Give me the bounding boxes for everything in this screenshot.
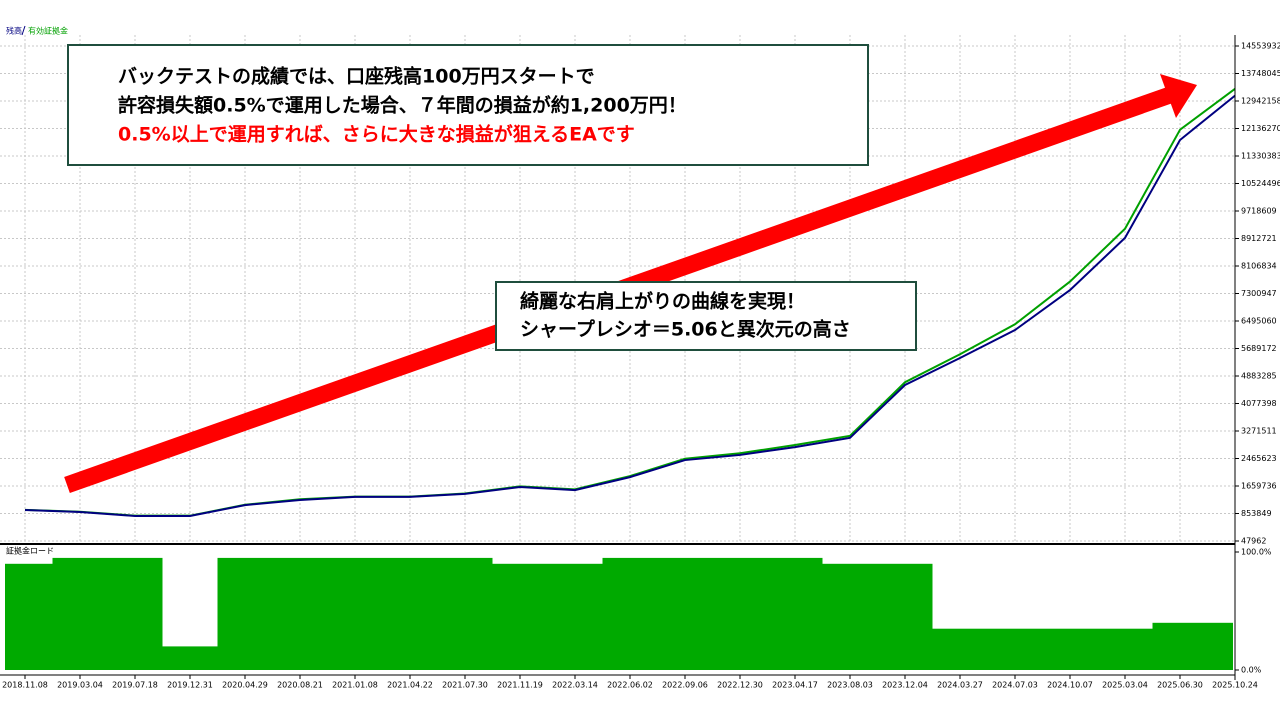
- load-bar: [272, 557, 328, 670]
- load-bar: [52, 557, 108, 670]
- y-tick-label: 5689172: [1241, 344, 1277, 353]
- x-tick-label: 2021.04.22: [387, 681, 433, 690]
- y-tick-label: 12942158: [1241, 96, 1280, 105]
- y-tick-label: 1659736: [1241, 482, 1277, 491]
- load-bar: [437, 557, 493, 670]
- load-bar: [602, 557, 658, 670]
- y-tick-label: 0.0%: [1241, 666, 1262, 675]
- x-tick-label: 2021.01.08: [332, 681, 378, 690]
- annotation-text: 許容損失額0.5%で運用した場合、７年間の損益が約1,200万円！: [118, 94, 687, 117]
- load-bar: [657, 557, 713, 670]
- x-tick-label: 2022.09.06: [662, 681, 708, 690]
- x-tick-label: 2024.03.27: [937, 681, 983, 690]
- load-bar: [712, 557, 768, 670]
- load-bar: [217, 557, 273, 670]
- annotation-text: 0.5%以上で運用すれば、さらに大きな損益が狙えるEAです: [118, 123, 635, 146]
- annotation-box: [495, 281, 917, 351]
- y-tick-label: 47962: [1241, 537, 1266, 546]
- load-bar: [547, 563, 603, 670]
- y-tick-label: 4077398: [1241, 399, 1277, 408]
- x-tick-label: 2023.08.03: [827, 681, 873, 690]
- load-bar: [1042, 628, 1098, 670]
- y-tick-label: 14553932: [1241, 42, 1280, 51]
- x-tick-label: 2025.06.30: [1157, 681, 1203, 690]
- x-tick-label: 2018.11.08: [2, 681, 48, 690]
- marks: [5, 87, 1236, 670]
- x-tick-label: 2019.07.18: [112, 681, 158, 690]
- load-bar: [382, 557, 438, 670]
- load-bar: [822, 563, 878, 670]
- y-tick-label: 11330383: [1241, 152, 1280, 161]
- x-tick-label: 2020.08.21: [277, 681, 323, 690]
- y-tick-label: 13748045: [1241, 69, 1280, 78]
- load-bar: [327, 557, 383, 670]
- load-bar: [5, 563, 53, 670]
- load-bar: [1097, 628, 1153, 670]
- x-tick-label: 2024.07.03: [992, 681, 1038, 690]
- load-bar: [767, 557, 823, 670]
- load-bar: [987, 628, 1043, 670]
- y-tick-label: 2465623: [1241, 454, 1277, 463]
- legend-separator: [21, 25, 26, 36]
- x-tick-label: 2022.06.02: [607, 681, 653, 690]
- y-tick-label: 8912721: [1241, 234, 1277, 243]
- legend-balance: 残高: [6, 26, 22, 36]
- x-tick-label: 2020.04.29: [222, 681, 268, 690]
- x-tick-label: 2025.10.24: [1212, 681, 1258, 690]
- load-bar: [877, 563, 933, 670]
- x-tick-label: 2019.03.04: [57, 681, 103, 690]
- arrow-head: [1160, 74, 1197, 118]
- x-tick-label: 2019.12.31: [167, 681, 213, 690]
- y-tick-label: 3271511: [1241, 427, 1277, 436]
- y-tick-label: 6495060: [1241, 317, 1277, 326]
- x-tick-label: 2023.12.04: [882, 681, 928, 690]
- x-tick-label: 2024.10.07: [1047, 681, 1093, 690]
- x-tick-label: 2022.12.30: [717, 681, 763, 690]
- panel-title: 証拠金ロード: [6, 546, 54, 556]
- load-bar: [492, 563, 548, 670]
- x-tick-label: 2021.11.19: [497, 681, 543, 690]
- y-tick-label: 853849: [1241, 509, 1272, 518]
- annotation-text: シャープレシオ＝5.06と異次元の高さ: [520, 318, 851, 341]
- annotations: バックテストの成績では、口座残高100万円スタートで許容損失額0.5%で運用した…: [118, 65, 851, 341]
- y-tick-label: 7300947: [1241, 289, 1277, 298]
- load-bar: [932, 628, 988, 670]
- load-bar: [162, 646, 218, 670]
- series-line: [24, 94, 1236, 518]
- y-tick-label: 10524496: [1241, 179, 1280, 188]
- y-tick-label: 4883285: [1241, 372, 1277, 381]
- x-tick-label: 2025.03.04: [1102, 681, 1148, 690]
- annotation-text: 綺麗な右肩上がりの曲線を実現！: [520, 290, 805, 313]
- legend-equity: 有効証拠金: [28, 26, 68, 36]
- y-tick-label: 9718609: [1241, 206, 1277, 215]
- x-tick-label: 2021.07.30: [442, 681, 488, 690]
- x-tick-label: 2023.04.17: [772, 681, 818, 690]
- y-tick-label: 100.0%: [1241, 548, 1272, 557]
- load-bar: [1207, 622, 1233, 670]
- annotation-box: [67, 44, 869, 166]
- load-bar: [107, 557, 163, 670]
- load-bar: [1152, 622, 1208, 670]
- y-tick-label: 12136270: [1241, 124, 1280, 133]
- x-tick-label: 2022.03.14: [552, 681, 598, 690]
- y-tick-label: 8106834: [1241, 262, 1277, 271]
- annotation-text: バックテストの成績では、口座残高100万円スタートで: [118, 65, 595, 88]
